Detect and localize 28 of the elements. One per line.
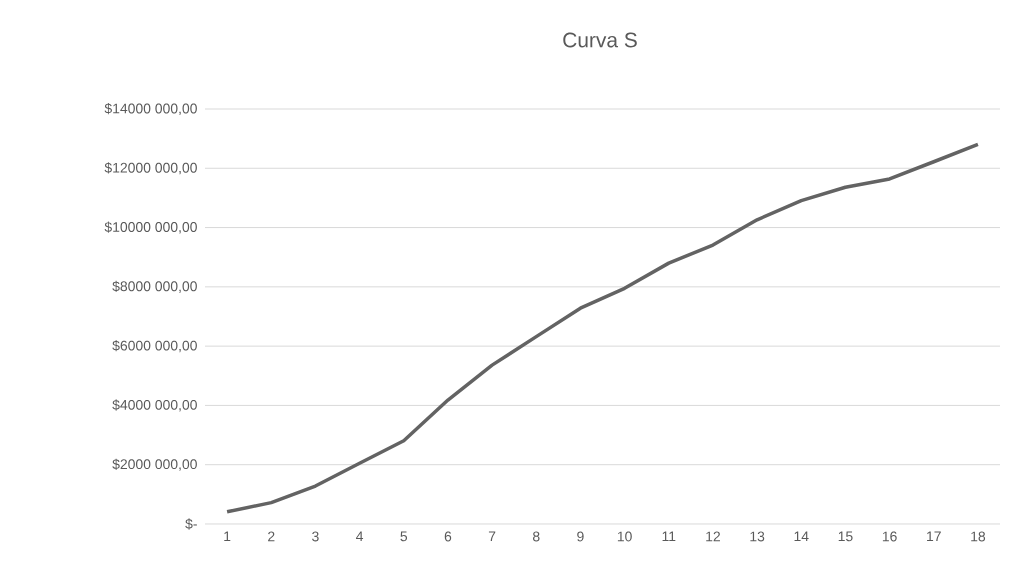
x-tick-label: 11: [662, 531, 676, 542]
x-tick-label: 14: [794, 531, 809, 542]
x-tick-label: 9: [577, 531, 584, 542]
x-tick-label: 15: [838, 531, 853, 542]
y-tick-label: $-: [185, 518, 197, 530]
x-tick-label: 5: [400, 531, 408, 542]
x-tick-label: 1: [224, 531, 231, 542]
x-tick-label: 18: [971, 531, 986, 542]
x-tick-label: 13: [750, 531, 765, 542]
y-tick-label: $12000 000,00: [104, 162, 197, 175]
x-tick-label: 3: [312, 531, 319, 542]
x-tick-label: 17: [927, 531, 941, 542]
y-tick-label: $10000 000,00: [104, 221, 197, 234]
y-tick-label: $4000 000,00: [112, 399, 197, 412]
y-tick-label: $14000 000,00: [104, 102, 197, 116]
x-tick-label: 6: [444, 531, 452, 542]
x-tick-label: 4: [356, 531, 364, 542]
x-tick-label: 7: [488, 531, 496, 542]
y-tick-label: $6000 000,00: [112, 340, 197, 353]
x-tick-label: 10: [617, 531, 632, 542]
chart-title: Curva S: [563, 32, 637, 48]
line-series: [225, 142, 980, 514]
x-tick-label: 2: [268, 531, 275, 542]
x-tick-label: 12: [706, 531, 720, 542]
y-tick-label: $2000 000,00: [112, 458, 197, 471]
y-tick-label: $8000 000,00: [112, 280, 197, 293]
x-tick-label: 16: [882, 531, 897, 542]
x-tick-label: 8: [532, 531, 540, 542]
